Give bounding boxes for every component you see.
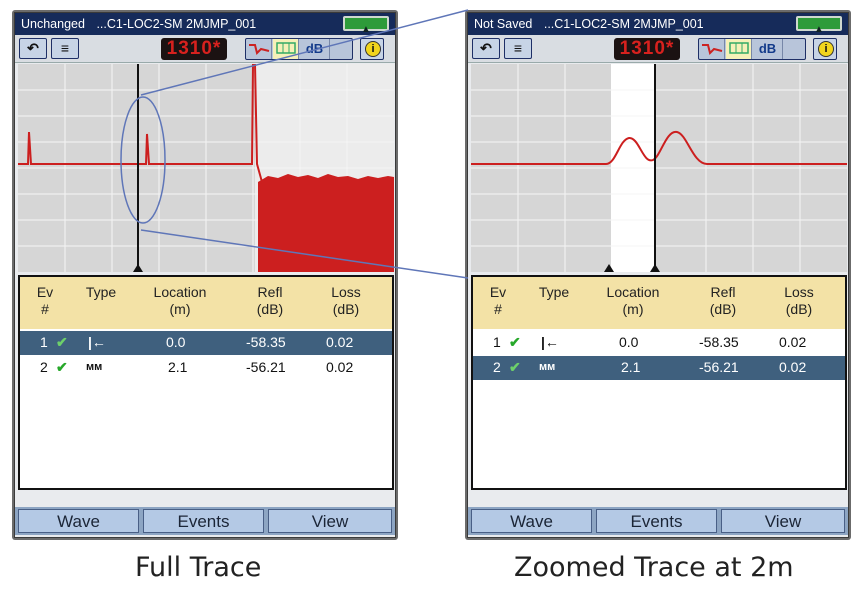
event-loss: 0.02 [326, 359, 354, 375]
event-table: Ev # Type Location (m) Refl (dB) Loss (d… [471, 275, 847, 490]
noise-region [258, 174, 394, 272]
check-icon: ✔ [56, 334, 68, 350]
info-icon: i [818, 41, 834, 57]
toolbar: ↶ ≡ 1310* dB i [468, 35, 848, 63]
menu-button[interactable]: ≡ [51, 38, 79, 59]
otdr-screen-zoomed-trace: Not Saved ...C1-LOC2-SM 2MJMP_001 ▲ ↶ ≡ … [465, 10, 851, 540]
col-type: Type [538, 284, 570, 300]
col-loss: Loss (dB) [331, 284, 361, 317]
info-icon: i [365, 41, 381, 57]
event-loss: 0.02 [326, 334, 354, 350]
otdr-trace-graph[interactable] [18, 64, 394, 272]
event-loss: 0.02 [779, 359, 807, 375]
event-row[interactable]: 1 ✔ |← 0.0 -58.35 0.02 [20, 331, 392, 355]
col-loss: Loss (dB) [784, 284, 814, 317]
event-loss: 0.02 [779, 334, 807, 350]
cursor-marker [650, 264, 660, 272]
event-refl: -58.35 [699, 334, 739, 350]
view-button[interactable]: View [268, 509, 392, 533]
check-icon: ✔ [56, 359, 68, 375]
reflective-event-icon: мм [86, 361, 103, 373]
otdr-screen-full-trace: Unchanged ...C1-LOC2-SM 2MJMP_001 ▲ ↶ ≡ … [12, 10, 398, 540]
event-row[interactable]: 2 ✔ мм 2.1 -56.21 0.02 [20, 356, 392, 380]
event-table-view-icon[interactable] [273, 39, 299, 59]
cursor-marker [133, 264, 143, 272]
battery-icon: ▲ [796, 16, 842, 35]
battery-icon: ▲ [343, 16, 389, 35]
event-number: 2 [40, 359, 48, 375]
col-location: Location (m) [153, 284, 207, 317]
back-button[interactable]: ↶ [19, 38, 47, 59]
info-button[interactable]: i [360, 38, 384, 60]
event-refl: -58.35 [246, 334, 286, 350]
view-mode-group: dB [245, 38, 353, 60]
reflective-event-icon: мм [539, 361, 556, 373]
check-icon: ✔ [509, 359, 521, 375]
event-location: 2.1 [621, 359, 641, 375]
view-mode-group: dB [698, 38, 806, 60]
event-table: Ev # Type Location (m) Refl (dB) Loss (d… [18, 275, 394, 490]
col-refl: Refl (dB) [709, 284, 737, 317]
db-mode-button[interactable]: dB [300, 39, 330, 59]
wave-button[interactable]: Wave [471, 509, 592, 533]
trace-view-icon[interactable] [246, 39, 272, 59]
col-location: Location (m) [606, 284, 660, 317]
wavelength-indicator[interactable]: 1310* [614, 38, 680, 60]
info-button[interactable]: i [813, 38, 837, 60]
caption-full-trace: Full Trace [135, 552, 262, 583]
otdr-trace-graph[interactable] [471, 64, 847, 272]
col-ev: Ev # [489, 284, 507, 317]
trace-line [471, 131, 847, 165]
event-location: 0.0 [619, 334, 639, 350]
save-status: Not Saved [474, 17, 533, 31]
event-table-header: Ev # Type Location (m) Refl (dB) Loss (d… [20, 277, 392, 329]
bottom-button-bar: Wave Events View [15, 507, 395, 535]
events-button[interactable]: Events [143, 509, 264, 533]
event-number: 2 [493, 359, 501, 375]
file-name: ...C1-LOC2-SM 2MJMP_001 [96, 17, 257, 31]
wavelength-indicator[interactable]: 1310* [161, 38, 227, 60]
view-button[interactable]: View [721, 509, 845, 533]
event-row[interactable]: 1 ✔ |← 0.0 -58.35 0.02 [473, 331, 845, 355]
event-location: 0.0 [166, 334, 186, 350]
trace-line [18, 64, 394, 184]
file-name: ...C1-LOC2-SM 2MJMP_001 [543, 17, 704, 31]
event-table-view-icon[interactable] [726, 39, 752, 59]
span-start-marker [604, 264, 614, 272]
zoom-region-ellipse [120, 96, 166, 224]
event-number: 1 [493, 334, 501, 350]
save-status: Unchanged [21, 17, 85, 31]
launch-icon: |← [88, 334, 106, 350]
col-refl: Refl (dB) [256, 284, 284, 317]
caption-zoomed-trace: Zoomed Trace at 2m [514, 552, 794, 583]
menu-button[interactable]: ≡ [504, 38, 532, 59]
event-table-header: Ev # Type Location (m) Refl (dB) Loss (d… [473, 277, 845, 329]
col-ev: Ev # [36, 284, 54, 317]
title-bar: Not Saved ...C1-LOC2-SM 2MJMP_001 ▲ [468, 13, 848, 35]
event-row[interactable]: 2 ✔ мм 2.1 -56.21 0.02 [473, 356, 845, 380]
events-button[interactable]: Events [596, 509, 717, 533]
back-button[interactable]: ↶ [472, 38, 500, 59]
bottom-button-bar: Wave Events View [468, 507, 848, 535]
toolbar: ↶ ≡ 1310* dB i [15, 35, 395, 63]
event-number: 1 [40, 334, 48, 350]
title-bar: Unchanged ...C1-LOC2-SM 2MJMP_001 ▲ [15, 13, 395, 35]
check-icon: ✔ [509, 334, 521, 350]
col-type: Type [85, 284, 117, 300]
trace-view-icon[interactable] [699, 39, 725, 59]
event-location: 2.1 [168, 359, 188, 375]
launch-icon: |← [541, 334, 559, 350]
db-mode-button[interactable]: dB [753, 39, 783, 59]
wave-button[interactable]: Wave [18, 509, 139, 533]
event-refl: -56.21 [699, 359, 739, 375]
event-refl: -56.21 [246, 359, 286, 375]
